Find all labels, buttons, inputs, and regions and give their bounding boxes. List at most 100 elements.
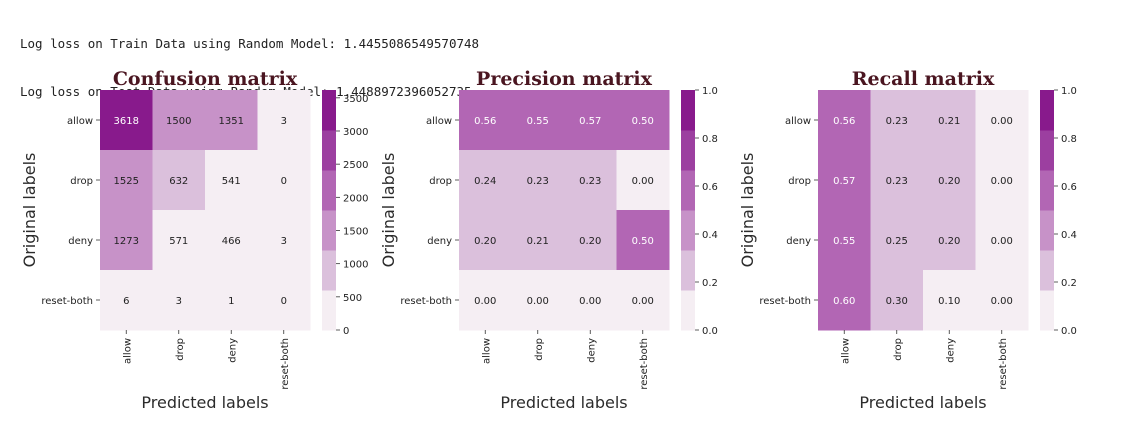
heatmap-cell: [152, 90, 206, 151]
heatmap-cell: [100, 90, 153, 151]
cell-value-label: 466: [222, 236, 241, 247]
heatmap-cell: [870, 90, 924, 151]
heatmap-cell: [257, 150, 311, 211]
y-tick-label: drop: [429, 176, 452, 187]
cell-value-label: 1525: [114, 176, 139, 187]
train-log-loss-line: Log loss on Train Data using Random Mode…: [20, 36, 480, 51]
colorbar-segment: [681, 170, 695, 211]
heatmap-cell: [564, 90, 617, 151]
heatmap-cell: [152, 150, 206, 211]
cell-value-label: 0.21: [527, 236, 549, 247]
heatmap-cell: [459, 270, 512, 331]
colorbar-tick-label: 3500: [343, 94, 368, 105]
x-axis-label: Predicted labels: [141, 393, 268, 412]
x-tick-label: deny: [227, 338, 238, 363]
heatmap-cell: [975, 90, 1029, 151]
cell-value-label: 0.23: [886, 116, 908, 127]
x-tick-label: allow: [481, 338, 492, 364]
cell-value-label: 0.00: [579, 296, 601, 307]
colorbar-segment: [681, 210, 695, 251]
y-axis-label: Original labels: [20, 153, 39, 268]
colorbar-tick-label: 2000: [343, 193, 368, 204]
colorbar-tick-label: 0.4: [1061, 230, 1077, 241]
heatmap-cell: [459, 210, 512, 271]
cell-value-label: 541: [222, 176, 241, 187]
x-tick-label: deny: [945, 338, 956, 363]
colorbar-segment: [322, 250, 336, 291]
colorbar-segment: [1040, 90, 1054, 131]
x-tick-label: drop: [534, 338, 545, 361]
heatmap-cell: [616, 270, 670, 331]
heatmap-cell: [616, 150, 670, 211]
cell-value-label: 1351: [219, 116, 244, 127]
cell-value-label: 0.20: [938, 236, 960, 247]
x-axis-label: Predicted labels: [500, 393, 627, 412]
cell-value-label: 0.30: [886, 296, 908, 307]
y-tick-label: drop: [70, 176, 93, 187]
cell-value-label: 1273: [114, 236, 139, 247]
y-tick-label: deny: [68, 236, 93, 247]
y-axis-label: Original labels: [379, 153, 398, 268]
colorbar-tick-label: 2500: [343, 160, 368, 171]
heatmap-cell: [870, 270, 924, 331]
cell-value-label: 0.55: [833, 236, 855, 247]
cell-value-label: 1500: [166, 116, 191, 127]
colorbar-tick-label: 0.2: [702, 278, 718, 289]
colorbar-tick-label: 0.8: [1061, 134, 1077, 145]
heatmap-cell: [818, 90, 871, 151]
chart-title: Recall matrix: [852, 68, 995, 90]
colorbar-segment: [322, 290, 336, 331]
cell-value-label: 3618: [114, 116, 139, 127]
heatmap-cell: [923, 90, 976, 151]
cell-value-label: 6: [123, 296, 129, 307]
cell-value-label: 0.23: [579, 176, 601, 187]
colorbar-tick-label: 0.4: [702, 230, 718, 241]
cell-value-label: 0: [281, 296, 287, 307]
x-tick-label: allow: [840, 338, 851, 364]
cell-value-label: 0.20: [938, 176, 960, 187]
colorbar-segment: [681, 90, 695, 131]
colorbar-tick-label: 0.0: [702, 326, 718, 337]
colorbar-segment: [322, 210, 336, 251]
colorbar-segment: [1040, 210, 1054, 251]
colorbar-segment: [322, 130, 336, 171]
y-tick-label: reset-both: [41, 296, 93, 307]
colorbar-tick-label: 0.8: [702, 134, 718, 145]
heatmap-cell: [459, 150, 512, 211]
x-tick-label: reset-both: [639, 338, 650, 390]
cell-value-label: 0.60: [833, 296, 855, 307]
cell-value-label: 0.00: [991, 116, 1013, 127]
colorbar-tick-label: 0: [343, 326, 349, 337]
colorbar-tick-label: 0.6: [1061, 182, 1077, 193]
heatmap-cell: [870, 210, 924, 271]
cell-value-label: 0.00: [991, 296, 1013, 307]
y-tick-label: reset-both: [400, 296, 452, 307]
cell-value-label: 0.00: [632, 296, 654, 307]
heatmap-cell: [818, 210, 871, 271]
cell-value-label: 0.23: [886, 176, 908, 187]
cell-value-label: 0.56: [833, 116, 855, 127]
heatmap-cell: [975, 150, 1029, 211]
heatmap-cell: [511, 270, 565, 331]
cell-value-label: 0.57: [579, 116, 601, 127]
cell-value-label: 1: [228, 296, 234, 307]
colorbar-tick-label: 0.2: [1061, 278, 1077, 289]
y-tick-label: allow: [785, 116, 811, 127]
x-tick-label: drop: [175, 338, 186, 361]
heatmap-cell: [459, 90, 512, 151]
heatmap-cell: [975, 270, 1029, 331]
colorbar: 0.0 0.2 0.4 0.6 0.8 1.0: [1040, 86, 1077, 337]
colorbar-tick-label: 1000: [343, 260, 368, 271]
cell-value-label: 0.00: [991, 236, 1013, 247]
cell-value-label: 0.21: [938, 116, 960, 127]
heatmap-cell: [205, 210, 258, 271]
colorbar-segment: [1040, 290, 1054, 331]
cell-value-label: 571: [169, 236, 188, 247]
y-axis-label: Original labels: [738, 153, 757, 268]
cell-value-label: 0.00: [991, 176, 1013, 187]
colorbar-segment: [681, 290, 695, 331]
heatmap-cell: [205, 270, 258, 331]
y-tick-label: drop: [788, 176, 811, 187]
heatmap-cell: [923, 210, 976, 271]
